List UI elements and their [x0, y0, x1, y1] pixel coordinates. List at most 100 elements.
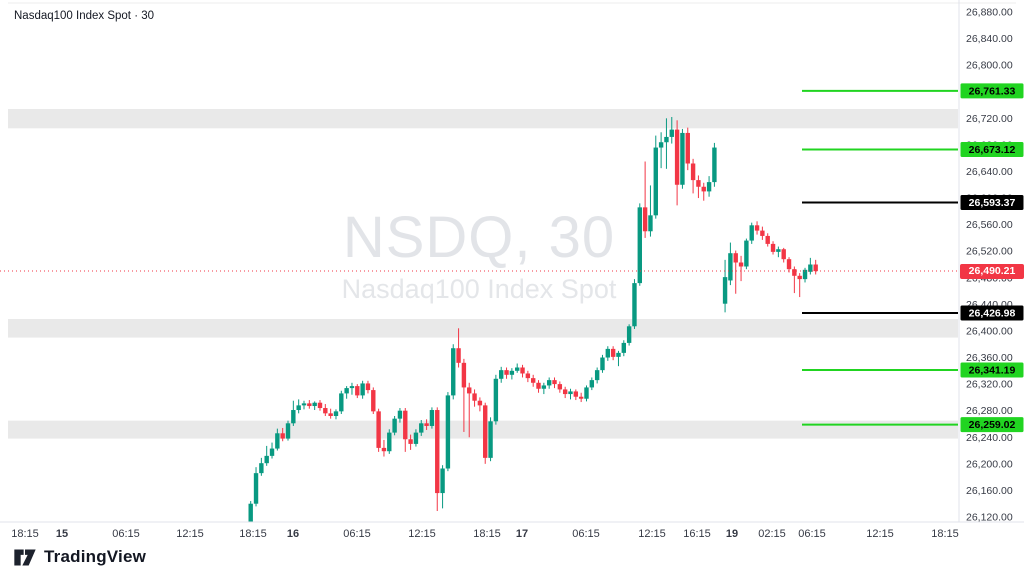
candle-body — [253, 473, 259, 504]
time-axis[interactable]: 18:15 15 06:15 12:15 18:15 16 06:15 12:15 18:15 1… — [11, 528, 959, 540]
candle-body — [392, 418, 397, 433]
candle-body — [701, 186, 706, 192]
candle-body — [664, 136, 669, 143]
candle-body — [307, 403, 312, 407]
candle-body — [483, 405, 488, 458]
candle-body — [813, 264, 818, 272]
candle-body — [632, 283, 637, 327]
candle-body — [552, 380, 557, 385]
y-axis-tick-label: 26,160.00 — [966, 485, 1013, 497]
candle-body — [568, 391, 573, 395]
candle-body — [770, 243, 776, 252]
candle-body — [802, 269, 808, 280]
x-axis-tick-label: 12:15 — [638, 528, 666, 540]
candle-body — [285, 423, 291, 439]
candle-body — [403, 410, 408, 440]
candle-body — [696, 180, 701, 187]
candle-body — [515, 367, 520, 371]
candle-body — [349, 386, 355, 389]
candle-body — [557, 384, 563, 390]
tradingview-logo-text: TradingView — [44, 547, 147, 566]
levels-layer — [802, 89, 958, 426]
candle-body — [440, 468, 445, 494]
candle-body — [653, 147, 658, 216]
y-axis-tick-label: 26,640.00 — [966, 166, 1013, 178]
candle-body — [722, 277, 728, 304]
candle-body — [669, 129, 674, 137]
candle-body — [509, 370, 515, 375]
x-axis-tick-label: 12:15 — [408, 528, 436, 540]
candle-body — [562, 389, 568, 395]
candle-body — [781, 249, 786, 260]
y-axis-tick-label: 26,200.00 — [966, 458, 1013, 470]
candle-body — [749, 225, 754, 241]
supply-demand-zone — [8, 109, 958, 129]
candle-body — [589, 380, 595, 388]
candle-body — [605, 348, 611, 358]
candle-body — [642, 207, 648, 232]
candle-body — [797, 275, 802, 280]
candle-body — [248, 503, 253, 522]
x-axis-tick-label: 06:15 — [798, 528, 826, 540]
y-axis-tick-label: 26,880.00 — [966, 7, 1013, 19]
candle-body — [525, 373, 531, 379]
candle-body — [573, 391, 579, 397]
candle-body — [546, 380, 552, 386]
candle-body — [658, 142, 664, 148]
candle-body — [291, 410, 296, 424]
candle-body — [259, 463, 264, 474]
candle-body — [472, 393, 477, 401]
x-axis-tick-label: 18:15 — [11, 528, 39, 540]
y-axis-tick-label: 26,800.00 — [966, 60, 1013, 72]
y-axis-tick-label: 26,320.00 — [966, 379, 1013, 391]
candle-body — [323, 408, 328, 414]
candle-body — [637, 207, 642, 284]
candle-body — [269, 448, 275, 456]
candle-body — [594, 370, 600, 381]
candle-body — [728, 253, 733, 281]
candle-body — [461, 362, 467, 388]
candle-body — [648, 215, 653, 232]
price-level-label-text: 26,341.19 — [969, 365, 1016, 377]
tradingview-logo[interactable]: TradingView — [13, 547, 146, 567]
price-level-label — [960, 417, 1024, 433]
candle-body — [456, 348, 461, 363]
tradingview-logo-icon — [14, 549, 36, 565]
x-axis-tick-label: 06:15 — [572, 528, 600, 540]
candle-body — [493, 378, 499, 422]
candle-body — [541, 385, 547, 389]
x-axis-tick-label: 12:15 — [866, 528, 894, 540]
x-axis-tick-label: 06:15 — [112, 528, 140, 540]
candle-body — [296, 405, 301, 411]
symbol-legend[interactable]: Nasdaq100 Index Spot · 30 — [14, 10, 155, 22]
x-axis-tick-label: 12:15 — [176, 528, 204, 540]
price-level-label-text: 26,259.02 — [969, 419, 1016, 431]
candle-body — [674, 129, 680, 185]
x-axis-tick-label: 17 — [516, 528, 528, 540]
x-axis-tick-label: 18:15 — [931, 528, 959, 540]
candle-body — [733, 253, 738, 263]
candle-body — [435, 410, 440, 494]
candle-body — [371, 390, 376, 412]
candle-body — [520, 367, 525, 374]
y-axis-tick-label: 26,240.00 — [966, 432, 1013, 444]
x-axis-tick-label: 18:15 — [239, 528, 267, 540]
y-axis-tick-label: 26,360.00 — [966, 352, 1013, 364]
price-level-label-text: 26,426.98 — [969, 308, 1016, 320]
candle-body — [706, 182, 712, 192]
candle-body — [429, 410, 435, 426]
candle-body — [301, 403, 307, 406]
candle-body — [760, 230, 765, 236]
y-axis-tick-label: 26,280.00 — [966, 405, 1013, 417]
x-axis-tick-label: 15 — [56, 528, 68, 540]
candle-body — [408, 439, 413, 444]
candle-body — [387, 432, 392, 452]
candle-body — [584, 387, 589, 399]
candle-body — [424, 423, 429, 426]
candle-body — [536, 382, 541, 389]
candle-body — [355, 386, 360, 396]
zones-layer — [8, 109, 958, 439]
candle-body — [477, 400, 483, 406]
